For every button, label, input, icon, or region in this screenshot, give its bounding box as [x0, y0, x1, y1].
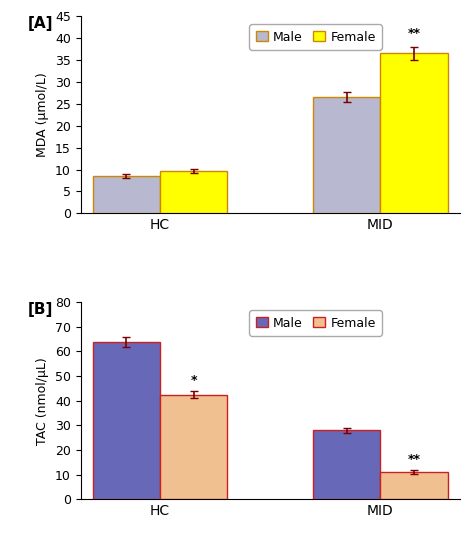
Bar	[93, 176, 160, 213]
Text: [A]: [A]	[27, 16, 53, 31]
Bar	[160, 395, 228, 499]
Bar	[160, 171, 228, 213]
Y-axis label: MDA (μmol/L): MDA (μmol/L)	[36, 72, 49, 157]
Bar	[313, 97, 380, 213]
Bar	[380, 472, 447, 499]
Legend: Male, Female: Male, Female	[249, 24, 382, 50]
Text: [B]: [B]	[27, 302, 53, 317]
Legend: Male, Female: Male, Female	[249, 310, 382, 336]
Text: **: **	[408, 27, 420, 40]
Bar	[93, 342, 160, 499]
Text: **: **	[408, 453, 420, 466]
Bar	[313, 430, 380, 499]
Bar	[380, 53, 447, 213]
Text: *: *	[191, 374, 197, 387]
Y-axis label: TAC (nmol/μL): TAC (nmol/μL)	[36, 357, 49, 445]
